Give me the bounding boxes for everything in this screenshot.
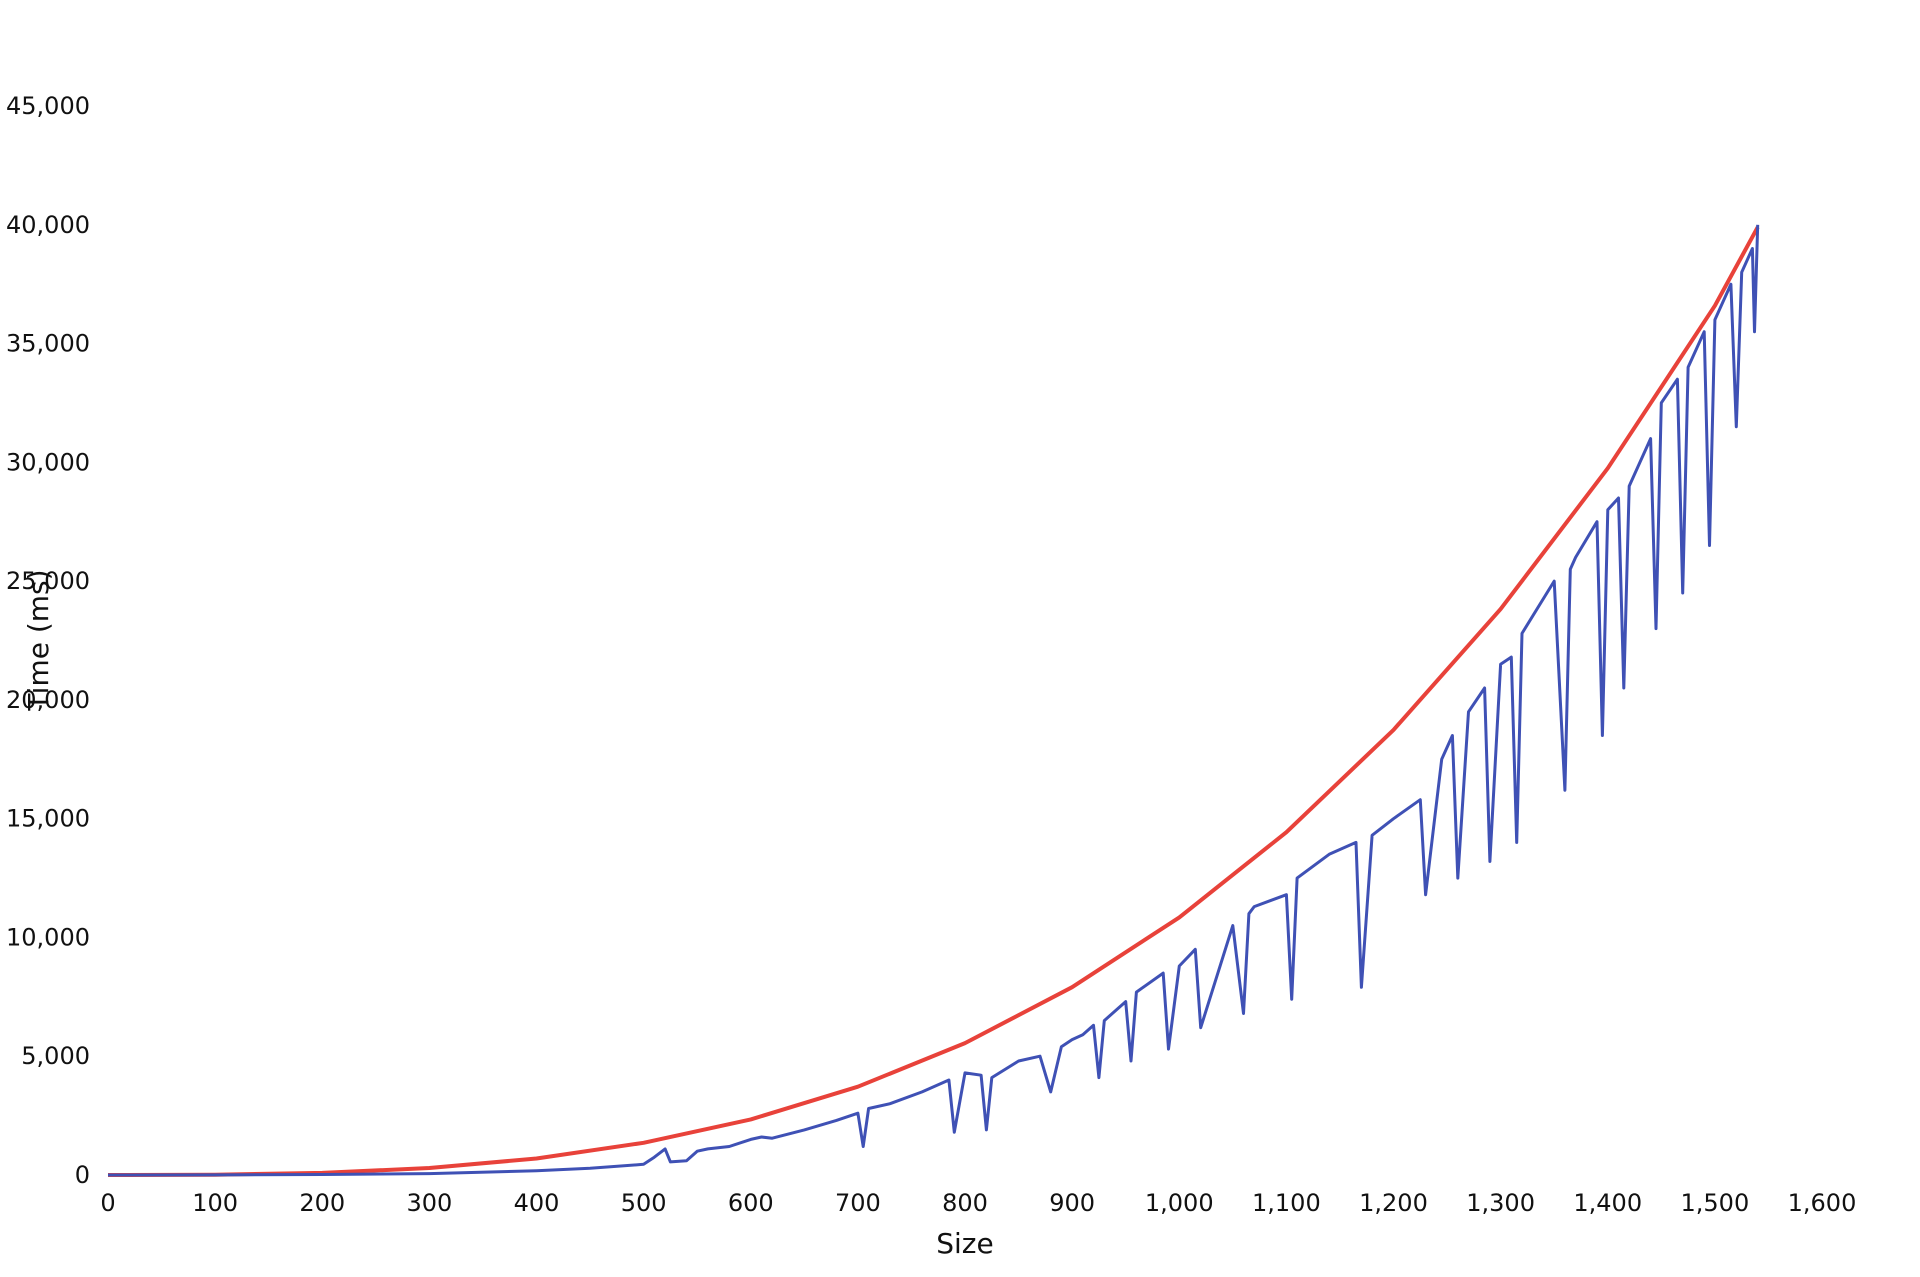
x-tick-label: 800 bbox=[942, 1189, 988, 1217]
y-tick-label: 10,000 bbox=[6, 923, 90, 951]
x-tick-label: 0 bbox=[100, 1189, 115, 1217]
series-line-red bbox=[107, 226, 1760, 1177]
y-tick-label: 40,000 bbox=[6, 211, 90, 239]
y-tick-label: 30,000 bbox=[6, 448, 90, 476]
y-axis-ticks: 0 5,000 10,000 15,000 20,000 25,000 30,000 35,0… bbox=[6, 92, 90, 1189]
x-tick-label: 200 bbox=[299, 1189, 345, 1217]
y-tick-label: 20,000 bbox=[6, 686, 90, 714]
x-tick-label: 1,500 bbox=[1681, 1189, 1750, 1217]
series-line-blue bbox=[107, 224, 1760, 1177]
series-layer bbox=[107, 224, 1760, 1177]
x-tick-label: 600 bbox=[728, 1189, 774, 1217]
x-tick-label: 700 bbox=[835, 1189, 881, 1217]
x-tick-label: 400 bbox=[514, 1189, 560, 1217]
y-tick-label: 0 bbox=[75, 1161, 90, 1189]
x-tick-label: 500 bbox=[621, 1189, 667, 1217]
y-tick-label: 45,000 bbox=[6, 92, 90, 120]
x-tick-label: 1,200 bbox=[1359, 1189, 1428, 1217]
y-tick-label: 15,000 bbox=[6, 805, 90, 833]
y-tick-label: 5,000 bbox=[21, 1042, 90, 1070]
x-tick-label: 900 bbox=[1049, 1189, 1095, 1217]
x-tick-label: 100 bbox=[192, 1189, 238, 1217]
x-tick-label: 1,400 bbox=[1573, 1189, 1642, 1217]
x-tick-label: 1,300 bbox=[1466, 1189, 1535, 1217]
x-axis-ticks: 0 100 200 300 400 500 600 700 800 900 1,000 1,100 1,… bbox=[100, 1189, 1856, 1217]
y-axis-title: Time (ms) bbox=[22, 569, 55, 711]
x-tick-label: 1,000 bbox=[1145, 1189, 1214, 1217]
x-tick-label: 1,600 bbox=[1788, 1189, 1857, 1217]
x-tick-label: 1,100 bbox=[1252, 1189, 1321, 1217]
x-tick-label: 300 bbox=[406, 1189, 452, 1217]
y-tick-label: 35,000 bbox=[6, 330, 90, 358]
y-tick-label: 25,000 bbox=[6, 567, 90, 595]
x-axis-title: Size bbox=[936, 1227, 993, 1260]
